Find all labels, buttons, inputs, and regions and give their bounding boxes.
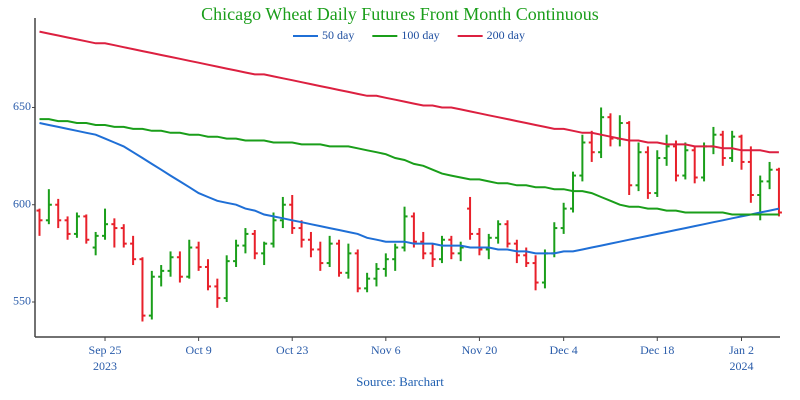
x-tick-label: Jan 2	[729, 343, 754, 357]
ma-line	[39, 122, 780, 255]
y-tick-label: 550	[13, 294, 31, 308]
legend-label: 200 day	[487, 28, 525, 42]
ma-line	[39, 118, 779, 216]
legend-label: 100 day	[401, 28, 439, 42]
x-tick-year: 2023	[93, 359, 117, 373]
x-tick-label: Dec 18	[640, 343, 674, 357]
x-tick-label: Oct 23	[276, 343, 308, 357]
ma-line	[39, 30, 779, 154]
x-tick-year: 2024	[730, 359, 754, 373]
x-tick-label: Sep 25	[89, 343, 122, 357]
y-tick-label: 600	[13, 196, 31, 210]
x-tick-label: Dec 4	[549, 343, 577, 357]
chart-title: Chicago Wheat Daily Futures Front Month …	[201, 4, 599, 24]
legend-label: 50 day	[322, 28, 354, 42]
x-tick-label: Nov 20	[462, 343, 498, 357]
x-tick-label: Oct 9	[185, 343, 211, 357]
y-tick-label: 650	[13, 99, 31, 113]
source: Source: Barchart	[356, 374, 444, 389]
x-tick-label: Nov 6	[371, 343, 401, 357]
